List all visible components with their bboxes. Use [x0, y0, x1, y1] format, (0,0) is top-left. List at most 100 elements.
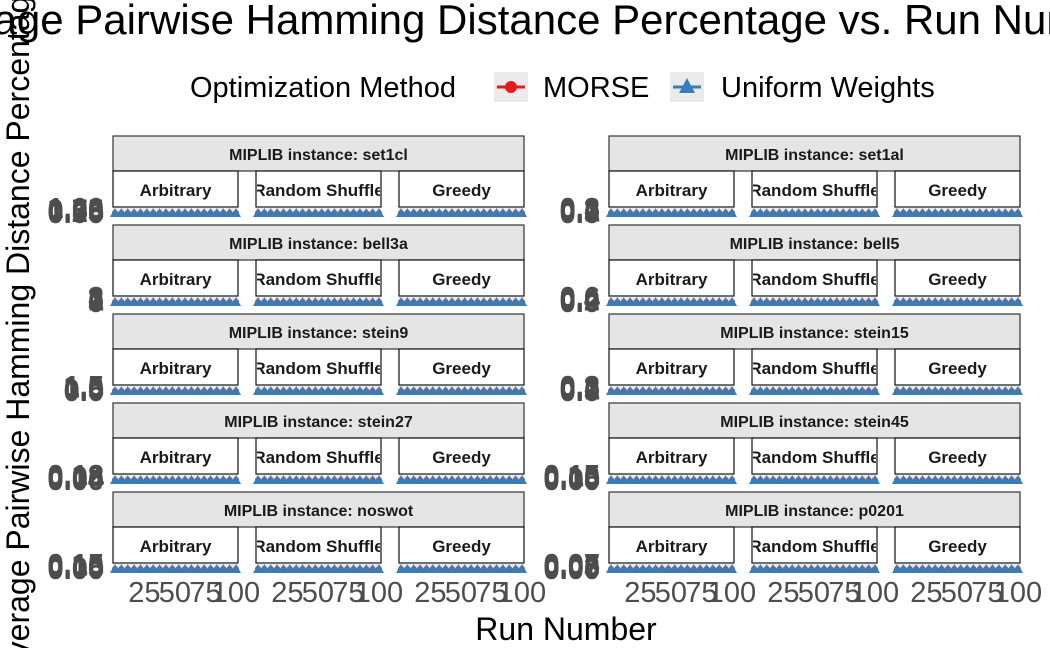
uniform-weights-point: [396, 475, 406, 484]
uniform-weights-point: [949, 475, 960, 484]
uniform-weights-point: [663, 386, 674, 395]
y-tick-label: 0.00: [544, 554, 600, 586]
ordering-strip: [112, 437, 239, 475]
uniform-weights-point: [199, 475, 210, 484]
uniform-weights-point: [211, 297, 222, 306]
uniform-weights-point: [857, 564, 868, 573]
ordering-strip-label: Greedy: [928, 270, 987, 289]
uniform-weights-point: [707, 564, 718, 573]
uniform-weights-point: [116, 297, 127, 306]
uniform-weights-point: [284, 475, 295, 484]
uniform-weights-point: [844, 564, 855, 573]
uniform-weights-point: [253, 208, 263, 217]
uniform-weights-point: [396, 297, 406, 306]
x-tick-label: 75: [332, 577, 364, 609]
uniform-weights-point: [825, 386, 836, 395]
uniform-weights-point: [857, 475, 868, 484]
uniform-weights-point: [173, 208, 184, 217]
uniform-weights-point: [310, 386, 321, 395]
uniform-weights-point: [923, 386, 934, 395]
ordering-strip-label: Greedy: [432, 181, 491, 200]
uniform-weights-point: [936, 208, 947, 217]
uniform-weights-point: [224, 208, 235, 217]
uniform-weights-point: [637, 564, 648, 573]
uniform-weights-point: [303, 386, 314, 395]
uniform-weights-point: [472, 297, 483, 306]
uniform-weights-point: [297, 564, 308, 573]
uniform-weights-point: [517, 297, 527, 306]
y-tick-label: 0.10: [48, 551, 104, 583]
uniform-weights-point: [402, 475, 413, 484]
ordering-strip-label: Random Shuffle: [253, 359, 383, 378]
uniform-weights-point: [354, 208, 365, 217]
ordering-strip-label: Arbitrary: [140, 537, 212, 556]
uniform-weights-point: [427, 386, 438, 395]
uniform-weights-point: [348, 386, 359, 395]
uniform-weights-point: [199, 208, 210, 217]
uniform-weights-point: [148, 564, 159, 573]
plot-panel: [895, 297, 1020, 304]
instance-strip: [112, 491, 525, 528]
plot-panel: [113, 208, 238, 215]
uniform-weights-point: [1006, 564, 1017, 573]
uniform-weights-point: [272, 564, 283, 573]
uniform-weights-point: [446, 208, 457, 217]
uniform-weights-point: [510, 297, 521, 306]
uniform-weights-point: [497, 564, 508, 573]
legend-marker-morse: [505, 81, 517, 93]
uniform-weights-point: [1000, 475, 1011, 484]
uniform-weights-point: [923, 208, 934, 217]
uniform-weights-point: [962, 208, 973, 217]
uniform-weights-point: [342, 475, 353, 484]
uniform-weights-point: [714, 564, 725, 573]
uniform-weights-point: [930, 564, 941, 573]
uniform-weights-point: [421, 564, 432, 573]
uniform-weights-point: [335, 386, 346, 395]
uniform-weights-point: [253, 475, 263, 484]
uniform-weights-point: [787, 297, 798, 306]
uniform-weights-point: [720, 564, 731, 573]
uniform-weights-point: [761, 386, 772, 395]
x-tick-label: 50: [159, 577, 191, 609]
uniform-weights-point: [656, 208, 667, 217]
uniform-weights-point: [819, 208, 830, 217]
uniform-weights-point: [806, 297, 817, 306]
uniform-weights-point: [173, 297, 184, 306]
uniform-weights-point: [421, 208, 432, 217]
uniform-weights-point: [631, 386, 642, 395]
instance-strip-label: MIPLIB instance: stein15: [720, 325, 909, 342]
uniform-weights-point: [148, 297, 159, 306]
y-tick-label: 1.00: [48, 193, 104, 225]
uniform-weights-point: [892, 297, 902, 306]
uniform-weights-point: [787, 208, 798, 217]
uniform-weights-point: [478, 475, 489, 484]
instance-strip-label: MIPLIB instance: p0201: [725, 503, 904, 520]
uniform-weights-point: [962, 297, 973, 306]
uniform-weights-point: [491, 564, 502, 573]
uniform-weights-point: [650, 297, 661, 306]
uniform-weights-point: [278, 475, 289, 484]
uniform-weights-point: [987, 564, 998, 573]
ordering-strip: [608, 348, 735, 386]
uniform-weights-point: [904, 564, 915, 573]
uniform-weights-point: [663, 564, 674, 573]
y-tick-label: 0.08: [48, 462, 104, 494]
uniform-weights-point: [749, 386, 759, 395]
uniform-weights-point: [491, 386, 502, 395]
ordering-strip: [398, 348, 525, 386]
uniform-weights-point: [517, 208, 527, 217]
uniform-weights-point: [367, 297, 378, 306]
uniform-weights-point: [806, 386, 817, 395]
panel-noswot: MIPLIB instance: noswot 0.000.050.100.15 A…: [48, 491, 546, 609]
uniform-weights-point: [727, 386, 737, 395]
uniform-weights-point: [930, 386, 941, 395]
uniform-weights-point: [707, 208, 718, 217]
uniform-weights-point: [367, 208, 378, 217]
uniform-weights-point: [1000, 297, 1011, 306]
x-tick-label: 50: [798, 577, 830, 609]
uniform-weights-point: [676, 475, 687, 484]
uniform-weights-point: [272, 475, 283, 484]
uniform-weights-point: [148, 475, 159, 484]
uniform-weights-point: [625, 475, 636, 484]
uniform-weights-point: [485, 297, 496, 306]
